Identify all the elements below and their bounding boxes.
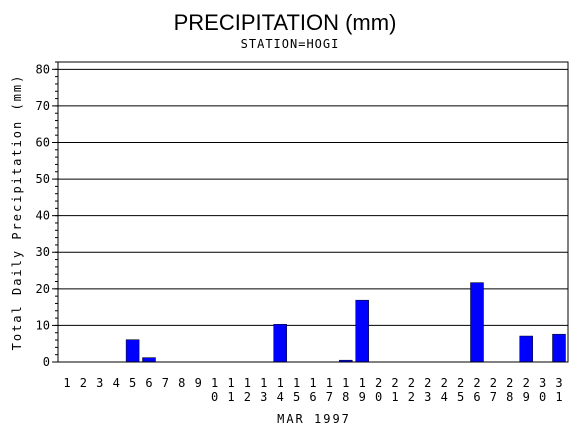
y-tick-label: 70: [36, 99, 50, 113]
x-tick-label: 8: [178, 376, 185, 390]
x-tick-label: 5: [129, 376, 136, 390]
bar-day-6: [142, 357, 156, 363]
chart-subtitle: STATION=HOGI: [241, 37, 340, 51]
y-axis-label: Total Daily Precipitation (mm): [10, 74, 24, 351]
y-tick-label: 50: [36, 172, 50, 186]
x-tick-label: 7: [162, 376, 169, 390]
y-tick-labels: 0 10 20 30 40 50 60 70 80: [36, 62, 50, 369]
bar-day-14: [273, 324, 287, 363]
x-tick-label: 9: [195, 376, 202, 390]
grid-lines: [52, 61, 568, 363]
y-tick-label: 40: [36, 209, 50, 223]
y-tick-label: 20: [36, 282, 50, 296]
x-tick-label: 2: [80, 376, 87, 390]
bar-day-19: [355, 299, 369, 363]
y-tick-label: 60: [36, 135, 50, 149]
x-tick-labels: 1 2 3 4 5 6 7 8 9 1 01 11 21 31 41 51 61 71 81 92 02 12 22 32 42…: [63, 376, 562, 404]
bars: [125, 282, 566, 363]
y-tick-label: 0: [43, 355, 50, 369]
bar-day-26: [470, 282, 484, 363]
y-tick-label: 30: [36, 245, 50, 259]
y-tick-label: 80: [36, 62, 50, 76]
x-tick-label: 6: [145, 376, 152, 390]
x-tick-label: 3: [96, 376, 103, 390]
bar-day-29: [519, 335, 533, 363]
bar-day-5: [125, 339, 140, 363]
y-tick-label: 10: [36, 318, 50, 332]
x-axis-label: MAR 1997: [277, 412, 351, 426]
plot-frame: [57, 61, 569, 363]
x-tick-label: 4: [113, 376, 120, 390]
bar-day-31: [552, 333, 566, 363]
x-tick-label: 1: [63, 376, 70, 390]
chart-title: PRECIPITATION (mm): [174, 10, 397, 35]
